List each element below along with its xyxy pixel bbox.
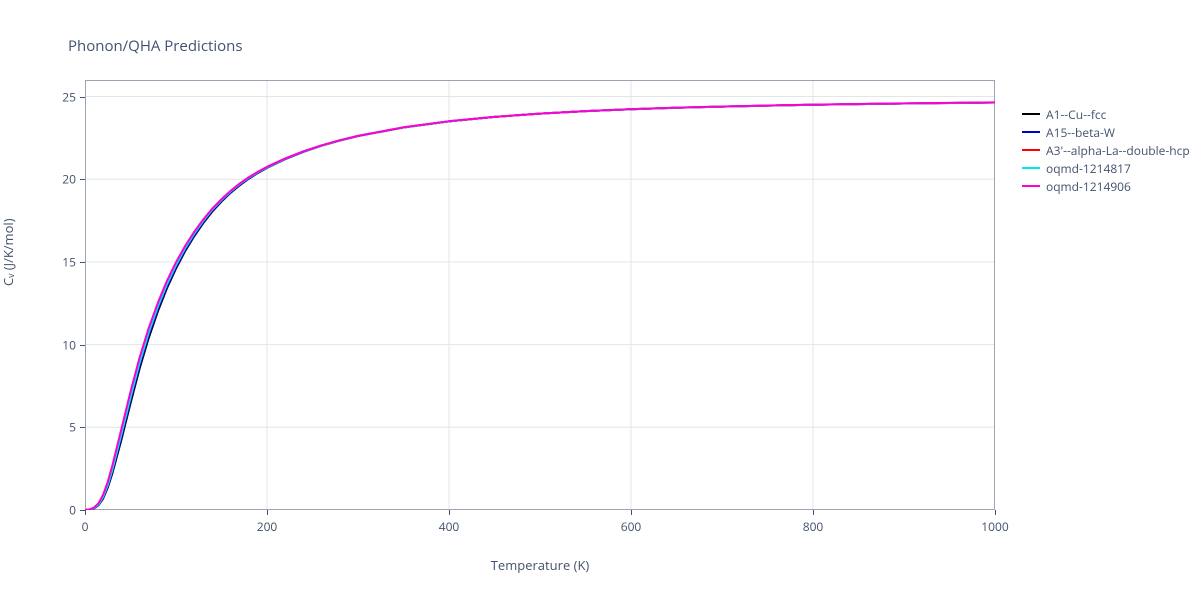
legend-swatch: [1022, 131, 1040, 133]
plot-svg: [85, 80, 995, 510]
x-tick-label: 200: [257, 518, 278, 535]
x-tick-label: 600: [621, 518, 642, 535]
legend: A1--Cu--fccA15--beta-WA3'--alpha-La--dou…: [1022, 105, 1190, 195]
series-line: [85, 102, 995, 510]
chart-title: Phonon/QHA Predictions: [68, 36, 243, 56]
legend-item[interactable]: oqmd-1214817: [1022, 159, 1190, 177]
legend-swatch: [1022, 149, 1040, 151]
x-tick-label: 400: [439, 518, 460, 535]
y-tick-label: 0: [69, 502, 76, 519]
legend-label: A3'--alpha-La--double-hcp: [1046, 142, 1190, 159]
legend-item[interactable]: oqmd-1214906: [1022, 177, 1190, 195]
y-tick-label: 15: [62, 253, 76, 270]
y-tick-label: 25: [62, 88, 76, 105]
plot-area: [85, 80, 995, 510]
y-axis-label: Cᵥ (J/K/mol): [0, 218, 17, 286]
series-line: [85, 102, 995, 510]
legend-swatch: [1022, 113, 1040, 115]
legend-label: oqmd-1214906: [1046, 178, 1131, 195]
legend-label: A15--beta-W: [1046, 124, 1115, 141]
legend-label: A1--Cu--fcc: [1046, 106, 1106, 123]
legend-item[interactable]: A3'--alpha-La--double-hcp: [1022, 141, 1190, 159]
legend-item[interactable]: A1--Cu--fcc: [1022, 105, 1190, 123]
legend-swatch: [1022, 185, 1040, 187]
legend-label: oqmd-1214817: [1046, 160, 1131, 177]
legend-swatch: [1022, 167, 1040, 169]
chart-root: Phonon/QHA Predictions Temperature (K) C…: [0, 0, 1200, 600]
y-tick-label: 5: [69, 419, 76, 436]
y-tick-label: 10: [62, 336, 76, 353]
x-axis-label: Temperature (K): [491, 556, 590, 574]
series-line: [85, 102, 995, 510]
series-line: [85, 102, 995, 510]
legend-item[interactable]: A15--beta-W: [1022, 123, 1190, 141]
x-tick-label: 800: [803, 518, 824, 535]
x-tick-label: 0: [82, 518, 89, 535]
y-tick-label: 20: [62, 171, 76, 188]
series-line: [85, 102, 995, 510]
x-tick-label: 1000: [981, 518, 1008, 535]
